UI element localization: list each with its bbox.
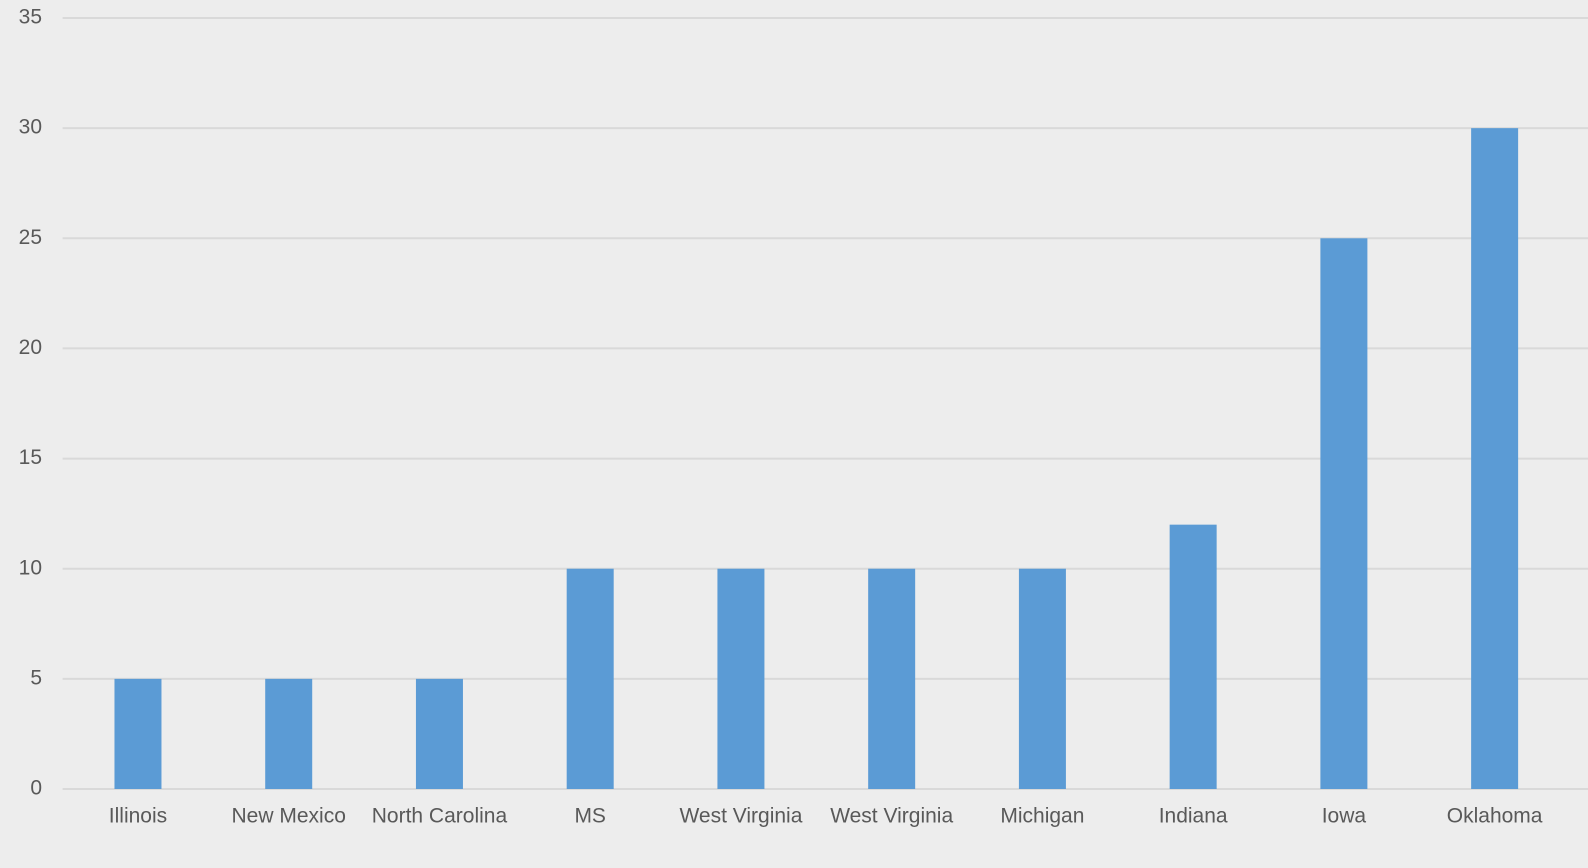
y-tick-label: 10 — [19, 556, 42, 579]
bar — [265, 678, 313, 789]
x-tick-label: Indiana — [1159, 805, 1228, 828]
bar — [1471, 128, 1519, 790]
y-tick-label: 5 — [30, 666, 42, 689]
x-tick-label: Michigan — [1000, 805, 1084, 828]
x-tick-label: West Virginia — [679, 805, 802, 828]
y-tick-label: 30 — [19, 116, 42, 139]
bar — [415, 678, 463, 789]
x-tick-label: MS — [574, 805, 606, 828]
y-tick-label: 20 — [19, 336, 42, 359]
x-tick-label: Iowa — [1322, 805, 1367, 828]
y-tick-label: 0 — [30, 777, 42, 800]
y-tick-label: 25 — [19, 226, 42, 249]
x-tick-label: Oklahoma — [1447, 805, 1543, 828]
bar — [114, 678, 162, 789]
x-tick-label: Illinois — [109, 805, 167, 828]
bar — [717, 568, 765, 789]
bar — [566, 568, 614, 789]
x-tick-label: West Virginia — [830, 805, 953, 828]
bar — [868, 568, 916, 789]
y-tick-label: 35 — [19, 6, 42, 29]
bar — [1169, 524, 1217, 789]
x-tick-label: North Carolina — [372, 805, 508, 828]
y-tick-label: 15 — [19, 446, 42, 469]
bar — [1320, 238, 1368, 790]
x-tick-label: New Mexico — [232, 805, 346, 828]
bar — [1018, 568, 1066, 789]
